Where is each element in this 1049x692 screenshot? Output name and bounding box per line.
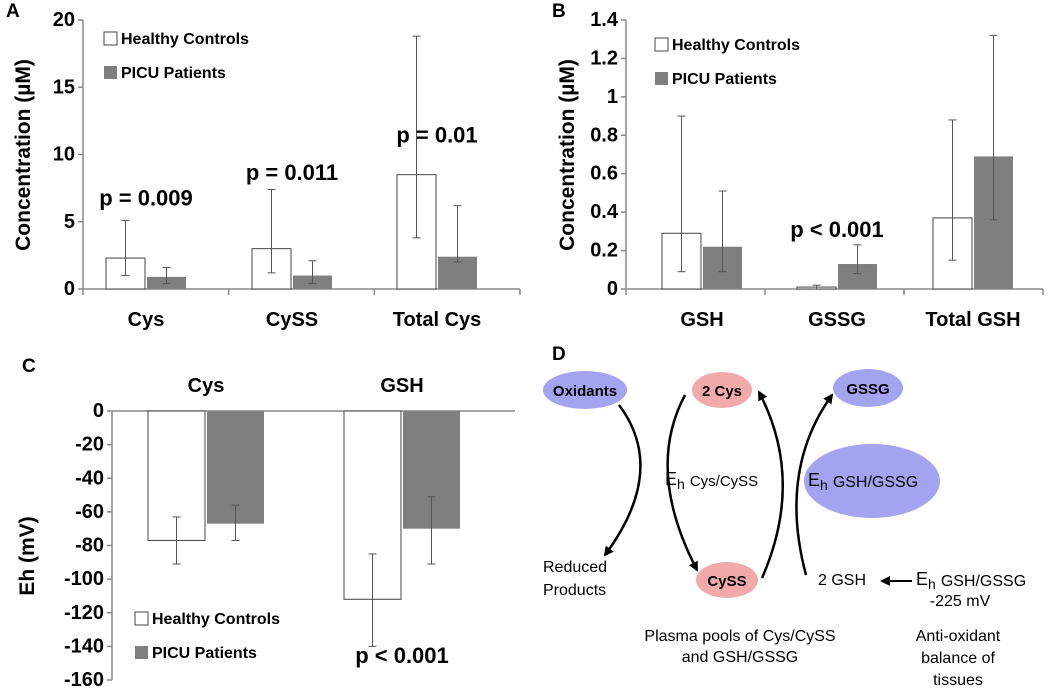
eh-cys-text: Eh Cys/CySS [665, 469, 758, 492]
legend-swatch-controls [654, 37, 669, 52]
oxidants-node [543, 371, 627, 409]
y-tick-label: 0.4 [590, 201, 619, 223]
panel-a-legend: Healthy Controls PICU Patients [103, 31, 249, 82]
y-tick-label: 1 [607, 86, 618, 108]
legend-label-controls: Healthy Controls [152, 611, 280, 628]
reduced-products-line1: Reduced [543, 559, 607, 576]
panel-c: C Eh (mV) 0 -20 -40 -60 -80 -100 -120 -140 -160 C… [16, 356, 515, 691]
legend-swatch-patients [135, 646, 148, 659]
y-tick-label: 0.2 [590, 240, 618, 262]
eh-gsh-value: -225 mV [930, 593, 991, 610]
gssg-label: GSSG [846, 381, 889, 398]
y-tick-label: -60 [75, 501, 104, 523]
category-label: GSSG [808, 309, 866, 331]
y-tick-label: -120 [64, 602, 104, 624]
y-tick-label: 0.6 [590, 163, 618, 185]
cyss-label: CySS [707, 573, 746, 590]
legend-swatch-patients [655, 72, 668, 85]
panel-b: B Concentration (µM) 0 0.2 0.4 0.6 0.8 1 1.2 1.… [552, 1, 1044, 331]
y-tick-label: 0 [93, 400, 104, 422]
pools-line1: Plasma pools of Cys/CySS [644, 628, 835, 645]
arrow-gsh-to-gssg [795, 393, 834, 576]
y-tick-label: -40 [75, 467, 104, 489]
panel-d: D Oxidants 2 Cys GSSG Eh GSH/GSSG Eh Cys/C… [543, 344, 1026, 689]
arrow-cyss-to-cys [757, 390, 785, 579]
category-label: GSH [380, 375, 423, 397]
panel-c-legend: Healthy Controls PICU Patients [134, 611, 280, 662]
balance-line2: balance of [921, 650, 995, 667]
pools-line2: and GSH/GSSG [682, 649, 799, 666]
y-tick-label: -160 [64, 669, 104, 691]
eh-gsh-right-text: Eh GSH/GSSG [916, 569, 1026, 592]
gssg-node [833, 369, 903, 407]
eh-gsh-pair: GSH/GSSG [833, 474, 918, 491]
eh-subscript: h [677, 476, 685, 492]
y-tick-label: -100 [64, 568, 104, 590]
y-tick-label: 0.8 [590, 124, 618, 146]
category-label: Total Cys [393, 309, 482, 331]
eh-gsh-pair: GSH/GSSG [941, 573, 1026, 590]
p-value-annotation: p < 0.001 [355, 643, 449, 668]
y-tick-label: -80 [75, 535, 104, 557]
balance-line1: Anti-oxidant [916, 628, 1001, 645]
category-label: Cys [188, 375, 225, 397]
y-tick-label: 0 [607, 278, 618, 300]
y-tick-label: 10 [53, 144, 75, 166]
cyss-node [696, 562, 758, 598]
panel-c-label: C [22, 356, 36, 377]
legend-swatch-controls [134, 611, 149, 626]
oxidants-label: Oxidants [553, 383, 617, 400]
legend-label-patients: PICU Patients [152, 645, 257, 662]
y-tick-label: -140 [64, 635, 104, 657]
eh-gsh-text: Eh GSH/GSSG [808, 470, 918, 493]
legend-swatch-controls [103, 31, 118, 46]
legend-swatch-patients [104, 66, 117, 79]
y-tick-label: 0 [64, 278, 75, 300]
y-tick-label: -20 [75, 434, 104, 456]
y-tick-label: 1.2 [590, 47, 618, 69]
legend-label-controls: Healthy Controls [672, 37, 800, 54]
y-tick-label: 20 [53, 9, 75, 31]
eh-subscript: h [928, 576, 936, 592]
category-label: Cys [128, 309, 165, 331]
two-cys-node [692, 372, 752, 408]
legend-label-patients: PICU Patients [121, 65, 226, 82]
panel-a-ylabel: Concentration (µM) [12, 59, 35, 251]
panel-d-label: D [552, 344, 566, 365]
eh-gsh-node [804, 444, 940, 518]
category-label: Total GSH [925, 309, 1020, 331]
p-value-annotation: p < 0.001 [790, 217, 884, 242]
legend-label-controls: Healthy Controls [121, 31, 249, 48]
y-tick-label: 5 [64, 211, 75, 233]
two-gsh-label: 2 GSH [818, 572, 866, 589]
arrow-oxidants-to-reduced [603, 404, 642, 557]
two-cys-label: 2 Cys [702, 383, 742, 400]
legend-label-patients: PICU Patients [672, 71, 777, 88]
eh-cys-pair: Cys/CySS [690, 473, 758, 490]
reduced-products-line2: Products [543, 582, 606, 599]
y-tick-label: 15 [53, 76, 75, 98]
arrow-cys-to-cyss [666, 394, 699, 572]
eh-subscript: h [820, 477, 828, 493]
category-label: CySS [266, 309, 318, 331]
panel-b-ylabel: Concentration (µM) [556, 59, 579, 251]
p-value-annotation: p = 0.011 [246, 160, 338, 185]
p-value-annotation: p = 0.009 [99, 186, 193, 211]
panel-a-label: A [6, 1, 20, 22]
panel-c-ylabel: Eh (mV) [16, 516, 39, 595]
panel-b-legend: Healthy Controls PICU Patients [654, 37, 800, 88]
p-value-annotation: p = 0.01 [396, 122, 477, 147]
eh-symbol: E [916, 569, 928, 589]
panel-a: A Concentration (µM) 0 5 10 15 20 Cys CySS Tota… [6, 1, 521, 331]
balance-line3: tissues [933, 672, 983, 689]
panel-b-label: B [552, 1, 566, 22]
y-tick-label: 1.4 [590, 9, 619, 31]
category-label: GSH [680, 309, 723, 331]
eh-symbol: E [808, 470, 820, 490]
